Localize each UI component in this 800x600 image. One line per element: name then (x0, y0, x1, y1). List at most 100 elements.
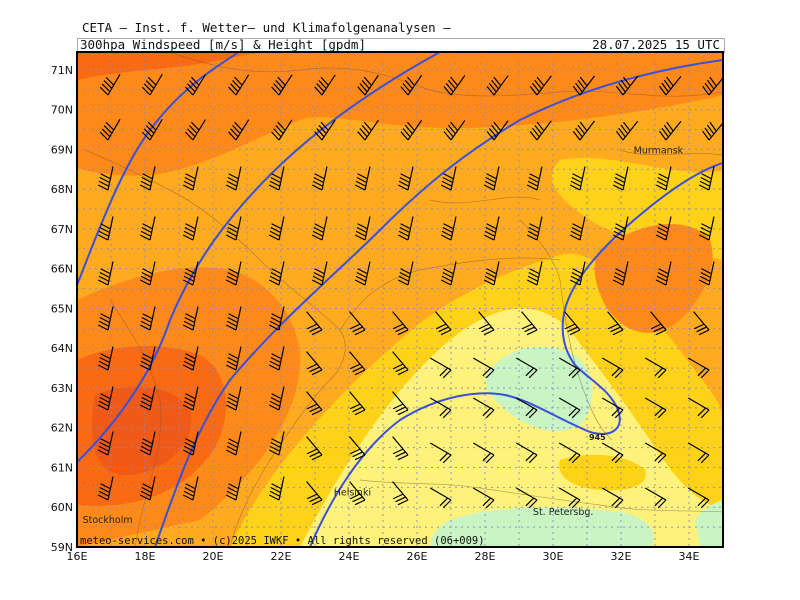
wind-barb (182, 431, 199, 456)
wind-barb (225, 216, 242, 241)
wind-barb (483, 216, 500, 241)
wind-barb (392, 481, 409, 506)
wind-barb (529, 120, 552, 141)
wind-barb (400, 74, 423, 96)
wind-barb (268, 431, 285, 456)
wind-barb (472, 397, 495, 419)
wind-barb (397, 261, 414, 286)
wind-barb (306, 436, 323, 461)
latitude-label: 70N (51, 104, 73, 117)
wind-barb (184, 119, 206, 141)
city-labels: Murmansk Helsinki Stockholm St. Petersbg. (83, 145, 684, 526)
latitude-label: 61N (51, 461, 73, 474)
wind-barb (526, 261, 543, 286)
longitude-label: 20E (203, 550, 224, 563)
height-contour-line (77, 52, 441, 463)
wind-barb (440, 216, 457, 241)
wind-barb (483, 166, 500, 191)
longitude-labels: 16E 18E 20E 22E 24E 26E 28E 30E 32E 34E (67, 550, 700, 563)
latitude-label: 69N (51, 143, 73, 156)
wind-barb (601, 442, 624, 464)
wind-barb (349, 311, 366, 336)
wind-barb (443, 120, 466, 141)
contour-label: 945 (589, 433, 606, 442)
wind-barb (99, 73, 121, 96)
wind-barb (225, 431, 242, 456)
wind-barb (698, 261, 715, 286)
wind-barb (182, 306, 199, 331)
lat-lon-grid (77, 52, 723, 547)
wind-barb (139, 346, 156, 371)
wind-barb (314, 74, 336, 96)
wind-fill-very-low (485, 346, 593, 432)
wind-barb (225, 166, 242, 191)
wind-barb (569, 261, 586, 286)
wind-barb (521, 311, 538, 336)
wind-barb (558, 487, 581, 509)
wind-barb (268, 386, 285, 411)
wind-barb (392, 311, 409, 336)
wind-barb (97, 476, 114, 501)
longitude-label: 28E (475, 550, 496, 563)
wind-barb (687, 357, 710, 379)
wind-barb (354, 261, 371, 286)
wind-barb (483, 261, 500, 286)
wind-barb (400, 119, 423, 141)
wind-barb (644, 487, 667, 509)
wind-barb (97, 216, 114, 241)
city-label: Helsinki (334, 487, 371, 498)
title-bar (77, 38, 725, 53)
wind-barb (268, 166, 285, 191)
wind-barb (558, 397, 581, 419)
wind-barb (225, 261, 242, 286)
longitude-label: 32E (611, 550, 632, 563)
longitude-label: 34E (679, 550, 700, 563)
wind-barb (141, 74, 163, 96)
valid-time: 28.07.2025 15 UTC (592, 37, 720, 52)
wind-barb (392, 391, 409, 416)
city-label: Stockholm (83, 515, 133, 526)
wind-barb (354, 216, 371, 241)
wind-barb (687, 442, 710, 464)
wind-barb (314, 119, 336, 141)
longitude-label: 18E (135, 550, 156, 563)
latitude-label: 68N (51, 183, 73, 196)
wind-barb (97, 346, 114, 371)
wind-barb (139, 306, 156, 331)
wind-barb (182, 386, 199, 411)
wind-barb (354, 166, 371, 191)
wind-barb (97, 386, 114, 411)
wind-barb (349, 481, 366, 506)
wind-barb (225, 306, 242, 331)
wind-barb (658, 75, 682, 96)
wind-barb (99, 118, 121, 141)
wind-barb (397, 166, 414, 191)
wind-barb (644, 397, 667, 419)
wind-barb (440, 261, 457, 286)
wind-barb (228, 74, 250, 96)
wind-barb (569, 166, 586, 191)
wind-barb (268, 216, 285, 241)
wind-barb (486, 75, 509, 96)
height-contours (77, 52, 723, 547)
wind-barb (612, 216, 629, 241)
wind-barb (698, 216, 715, 241)
wind-barb (97, 261, 114, 286)
wind-barb (440, 166, 457, 191)
coastlines (84, 52, 723, 547)
wind-barb (472, 442, 495, 464)
wind-barb (478, 311, 495, 336)
wind-barb (139, 386, 156, 411)
wind-barb (228, 119, 250, 141)
wind-fill-high-east (594, 223, 713, 333)
wind-fill-mid-low-patch (559, 454, 646, 491)
wind-barb (429, 487, 452, 509)
wind-fill-max-north (77, 52, 260, 80)
wind-barb (182, 261, 199, 286)
wind-barb (650, 311, 667, 336)
copyright-credit: meteo-services.com • (c)2025 IWKF • All … (80, 535, 485, 547)
wind-barb (569, 216, 586, 241)
wind-barb (139, 166, 156, 191)
wind-barb (558, 442, 581, 464)
